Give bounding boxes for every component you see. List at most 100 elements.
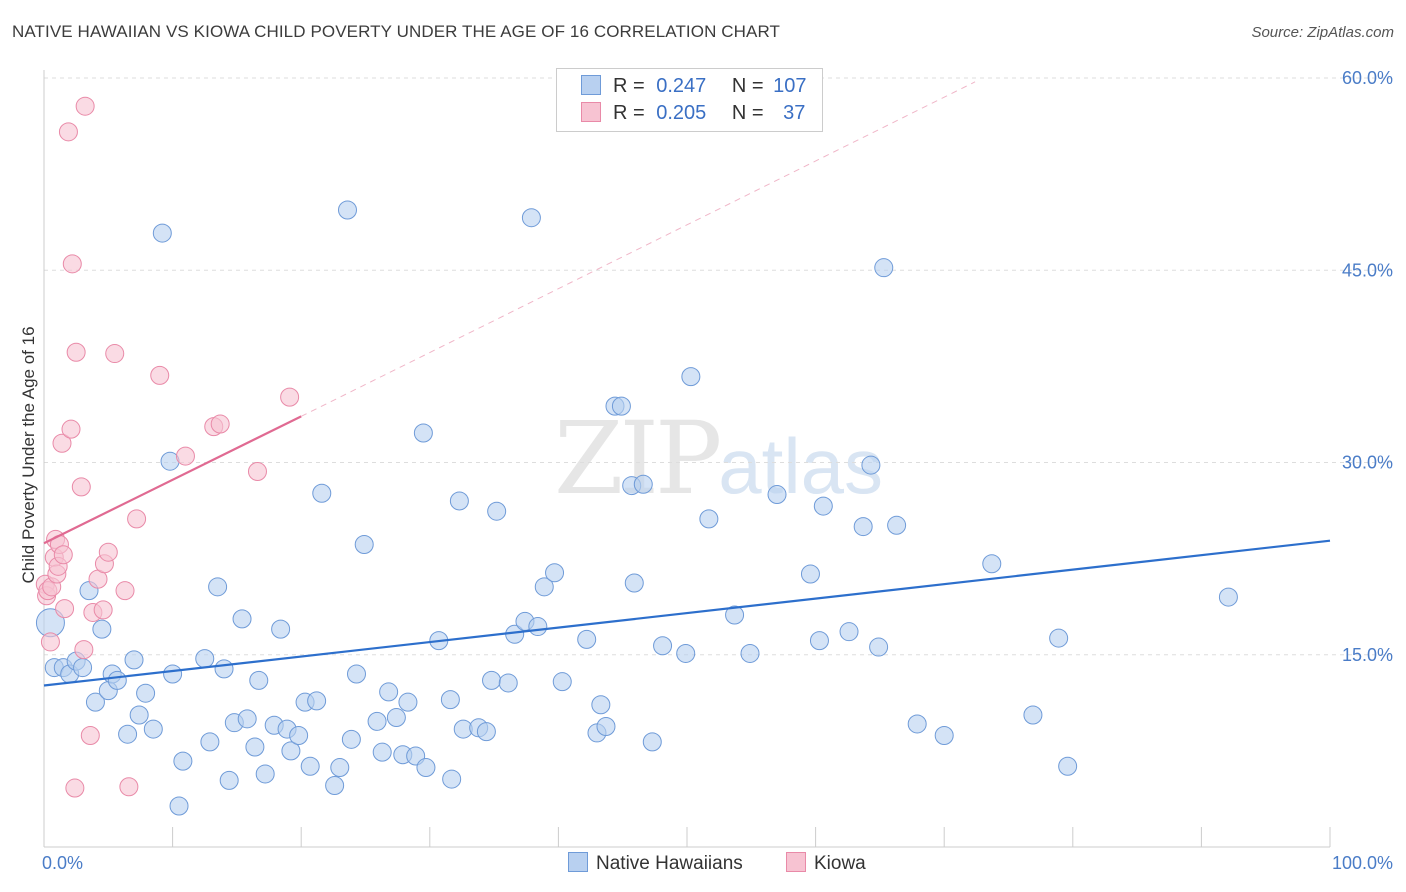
point-native-hawaiians: [124, 650, 144, 670]
bottom-legend-label: Native Hawaiians: [596, 853, 743, 874]
y-tick-label: 15.0%: [1342, 645, 1393, 665]
watermark-zip: ZIP: [554, 400, 722, 517]
point-native-hawaiians: [596, 717, 616, 737]
point-kiowa: [127, 509, 147, 529]
legend-n-value: 107: [773, 75, 807, 97]
point-native-hawaiians: [143, 719, 163, 739]
point-native-hawaiians: [528, 617, 548, 637]
point-native-hawaiians: [398, 692, 418, 712]
point-kiowa: [74, 640, 94, 660]
point-native-hawaiians: [386, 708, 406, 728]
point-native-hawaiians: [874, 258, 894, 278]
point-native-hawaiians: [676, 643, 696, 663]
point-native-hawaiians: [232, 609, 252, 629]
point-native-hawaiians: [624, 573, 644, 593]
point-native-hawaiians: [173, 751, 193, 771]
chart-title: NATIVE HAWAIIAN VS KIOWA CHILD POVERTY U…: [12, 22, 781, 41]
point-native-hawaiians: [653, 636, 673, 656]
point-native-hawaiians: [887, 515, 907, 535]
legend-r-value: 0.205: [656, 102, 707, 124]
point-kiowa: [61, 419, 81, 439]
point-native-hawaiians: [861, 455, 881, 475]
point-native-hawaiians: [289, 725, 309, 745]
legend-swatch-pink: [581, 102, 601, 122]
point-native-hawaiians: [740, 643, 760, 663]
point-native-hawaiians: [136, 683, 156, 703]
point-native-hawaiians: [591, 695, 611, 715]
point-native-hawaiians: [85, 692, 105, 712]
point-kiowa: [62, 254, 82, 274]
y-tick-label: 60.0%: [1342, 68, 1393, 88]
trendline-extension-layer: [300, 81, 976, 417]
point-native-hawaiians: [413, 423, 433, 443]
legend-swatch-blue: [581, 75, 601, 95]
y-tick-label: 45.0%: [1342, 260, 1393, 280]
point-native-hawaiians: [767, 485, 787, 505]
point-native-hawaiians: [330, 758, 350, 778]
point-native-hawaiians: [681, 367, 701, 387]
point-native-hawaiians: [237, 709, 257, 729]
point-native-hawaiians: [1023, 705, 1043, 725]
bottom-legend-label: Kiowa: [814, 853, 866, 874]
point-native-hawaiians: [367, 711, 387, 731]
point-native-hawaiians: [152, 223, 172, 243]
point-kiowa: [247, 461, 267, 481]
point-native-hawaiians: [271, 619, 291, 639]
trendline-native-hawaiians: [43, 539, 1331, 687]
x-tick-label: 100.0%: [1332, 853, 1393, 873]
point-native-hawaiians: [118, 724, 138, 744]
point-kiowa: [71, 477, 91, 497]
point-native-hawaiians: [214, 659, 234, 679]
legend-r-value: 0.247: [656, 75, 707, 97]
point-native-hawaiians: [552, 672, 572, 692]
point-native-hawaiians: [219, 770, 239, 790]
point-native-hawaiians: [482, 670, 502, 690]
point-native-hawaiians: [440, 690, 460, 710]
point-kiowa: [93, 600, 113, 620]
axes: [43, 70, 1331, 848]
point-kiowa: [40, 632, 60, 652]
point-kiowa: [119, 777, 139, 797]
point-native-hawaiians: [809, 631, 829, 651]
watermark-atlas: atlas: [718, 422, 884, 510]
point-native-hawaiians: [281, 741, 301, 761]
point-native-hawaiians: [577, 629, 597, 649]
point-native-hawaiians: [416, 758, 436, 778]
point-native-hawaiians: [1218, 587, 1238, 607]
point-native-hawaiians: [442, 769, 462, 789]
point-native-hawaiians: [346, 664, 366, 684]
point-kiowa: [210, 414, 230, 434]
point-native-hawaiians: [73, 658, 93, 678]
point-native-hawaiians: [163, 664, 183, 684]
point-native-hawaiians: [534, 577, 554, 597]
point-native-hawaiians: [839, 622, 859, 642]
point-native-hawaiians: [195, 649, 215, 669]
point-native-hawaiians: [208, 577, 228, 597]
point-native-hawaiians: [312, 483, 332, 503]
trendline-kiowa: [43, 415, 302, 545]
legend-row-kiowa: R = 0.205 N = 37: [581, 102, 805, 125]
point-native-hawaiians: [200, 732, 220, 752]
legend-n-label: N =: [731, 102, 764, 124]
point-native-hawaiians: [107, 670, 127, 690]
point-native-hawaiians: [699, 509, 719, 529]
point-kiowa: [80, 725, 100, 745]
point-native-hawaiians: [498, 673, 518, 693]
point-kiowa: [58, 122, 78, 142]
point-kiowa: [150, 365, 170, 385]
point-native-hawaiians: [633, 474, 653, 494]
point-native-hawaiians: [982, 554, 1002, 574]
legend-n-value: 37: [783, 102, 806, 124]
point-kiowa: [55, 599, 75, 619]
bottom-legend-swatch-pink: [786, 852, 806, 872]
points-layer: [35, 96, 1238, 816]
legend-r-label: R =: [613, 102, 645, 124]
point-kiowa: [75, 96, 95, 116]
point-native-hawaiians: [372, 742, 392, 762]
point-kiowa: [105, 344, 125, 364]
point-native-hawaiians: [307, 691, 327, 711]
grid-lines: [44, 77, 1394, 656]
point-native-hawaiians: [853, 517, 873, 537]
point-kiowa: [175, 446, 195, 466]
